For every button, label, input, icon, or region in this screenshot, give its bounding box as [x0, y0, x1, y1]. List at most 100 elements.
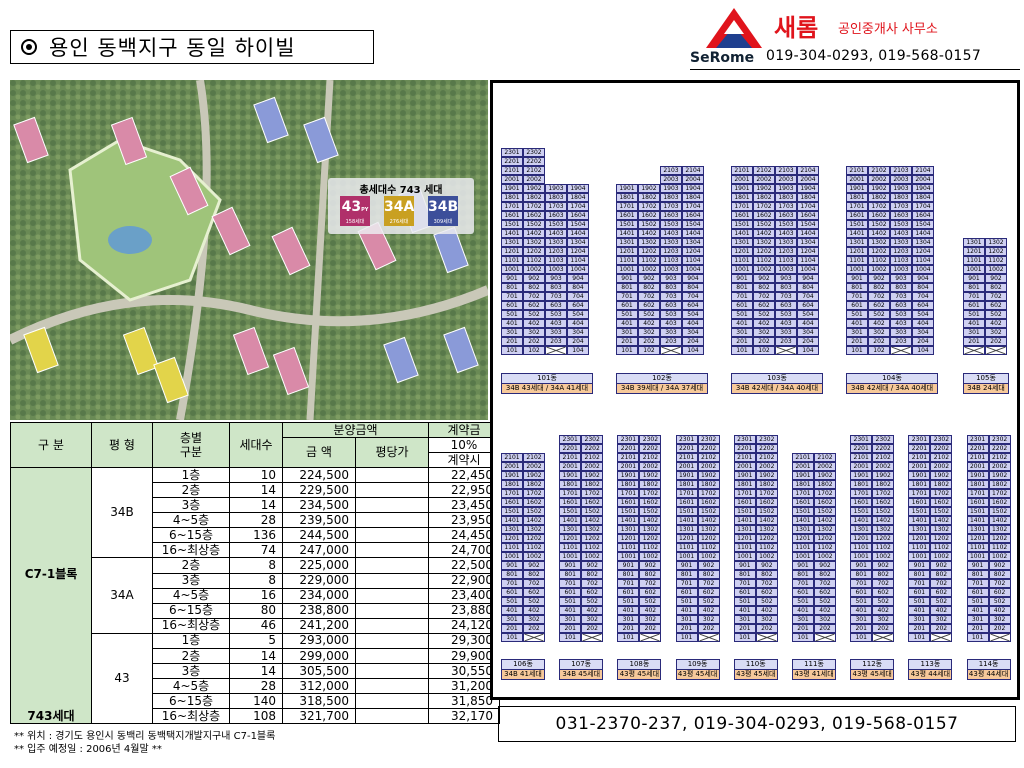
unit-cell: 501 [963, 310, 985, 319]
unit-cell: 801 [731, 283, 753, 292]
unit-cell: 1204 [567, 247, 589, 256]
unit-cell: 702 [872, 579, 895, 588]
unit-cell: 1703 [660, 202, 682, 211]
unit-cell: 1303 [545, 238, 567, 247]
units-cell: 28 [229, 512, 283, 528]
unit-cell: 1201 [501, 534, 523, 543]
unit-cell: 201 [559, 624, 582, 633]
units-cell: 5 [229, 632, 283, 649]
unit-cell: 803 [660, 283, 682, 292]
unit-cell: 1602 [523, 498, 545, 507]
unit-cell: 2301 [908, 435, 931, 444]
unit-cell: 1604 [682, 211, 704, 220]
unit-cell: 2001 [501, 175, 523, 184]
unit-cell: 1802 [814, 480, 836, 489]
unit-cell: 401 [559, 606, 582, 615]
unit-cell: 401 [501, 606, 523, 615]
unit-cell: 1702 [523, 202, 545, 211]
unit-cell: 1501 [616, 220, 638, 229]
unit-cell: 1501 [501, 507, 523, 516]
unit-cell: 902 [697, 561, 720, 570]
amount-cell: 238,800 [282, 602, 356, 619]
unit-cell: 1802 [930, 480, 953, 489]
unit-cell: 1901 [675, 471, 698, 480]
unit-cell: 1304 [912, 238, 934, 247]
unit-cell: 904 [567, 274, 589, 283]
unit-cell: 1704 [567, 202, 589, 211]
unit-cell: 302 [523, 615, 545, 624]
unit-cell: 701 [559, 579, 582, 588]
unit-cell: 1003 [775, 265, 797, 274]
unit-cell: 603 [775, 301, 797, 310]
unit-cell: 701 [616, 292, 638, 301]
deposit-cell: 24,120 [428, 617, 500, 634]
unit-cell: 1804 [912, 193, 934, 202]
unit-cell: 301 [731, 328, 753, 337]
unit-cell: 2301 [501, 148, 523, 157]
unit-cell: 201 [733, 624, 756, 633]
unit-cell: 802 [872, 570, 895, 579]
unit-cell: 601 [850, 588, 873, 597]
unit-cell: 601 [792, 588, 814, 597]
unit-cell: 1802 [581, 480, 604, 489]
table-row: 16~최상층 108 321,700 32,170 [11, 708, 500, 724]
unit-cell: 1102 [581, 543, 604, 552]
unit-cell: 601 [675, 588, 698, 597]
unit-cell: 1002 [523, 265, 545, 274]
unit-cell: 101 [501, 633, 523, 642]
unit-cell: 2202 [639, 444, 662, 453]
unit-cell: 801 [675, 570, 698, 579]
unit-cell: 1002 [814, 552, 836, 561]
unit-cell: 702 [639, 579, 662, 588]
unit-cell: 501 [559, 597, 582, 606]
unit-cell: 1201 [559, 534, 582, 543]
unit-cell: 1702 [523, 489, 545, 498]
unit-cell: 1904 [797, 184, 819, 193]
unit-cell: 402 [638, 319, 660, 328]
unit-cell: 304 [912, 328, 934, 337]
unit-cell: 202 [523, 624, 545, 633]
amount-cell: 234,500 [282, 497, 356, 513]
unit-cell: 1101 [616, 256, 638, 265]
unit-cell: 502 [523, 310, 545, 319]
unit-cell: 1902 [523, 184, 545, 193]
unit-cell: 2301 [850, 435, 873, 444]
unit-cell: 2004 [682, 175, 704, 184]
unit-cell: 301 [908, 615, 931, 624]
unit-cell: 1701 [850, 489, 873, 498]
unit-cell: 402 [523, 319, 545, 328]
building-unit-info: 43평 45세대 [676, 669, 719, 679]
unit-cell: 1302 [985, 238, 1007, 247]
unit-cell: 503 [545, 310, 567, 319]
unit-cell: 1902 [523, 471, 545, 480]
deposit-cell: 31,200 [428, 678, 500, 694]
unit-cell: 303 [775, 328, 797, 337]
table-row: 16~최상층 74 247,000 24,700 [11, 542, 500, 558]
unit-cell: 1401 [616, 229, 638, 238]
unit-cell: 1902 [638, 184, 660, 193]
unit-cell: 1303 [890, 238, 912, 247]
unit-cell: 1502 [814, 507, 836, 516]
unit-cell: 701 [792, 579, 814, 588]
deposit-cell: 30,550 [428, 663, 500, 679]
unit-cell: 1504 [567, 220, 589, 229]
units-cell: 74 [229, 542, 283, 558]
unit-cell: 703 [890, 292, 912, 301]
unit-cell: 302 [868, 328, 890, 337]
unit-cell: 1404 [682, 229, 704, 238]
per-py-cell [355, 542, 429, 558]
units-cell: 10 [229, 467, 283, 483]
unit-cell: 302 [753, 328, 775, 337]
unit-cell: 1301 [559, 525, 582, 534]
table-row: 3층 14 305,500 30,550 [11, 663, 500, 679]
unit-cell: 1502 [523, 507, 545, 516]
unit-cell: 901 [908, 561, 931, 570]
unit-cell: 1002 [988, 552, 1011, 561]
building-unit-info: 43평 45세대 [618, 669, 661, 679]
type-cell: 43 [91, 632, 153, 724]
unit-cell: 1503 [890, 220, 912, 229]
unit-cell: 402 [985, 319, 1007, 328]
unit-cell: 401 [501, 319, 523, 328]
per-py-cell [355, 467, 429, 483]
unit-cell: 1104 [797, 256, 819, 265]
